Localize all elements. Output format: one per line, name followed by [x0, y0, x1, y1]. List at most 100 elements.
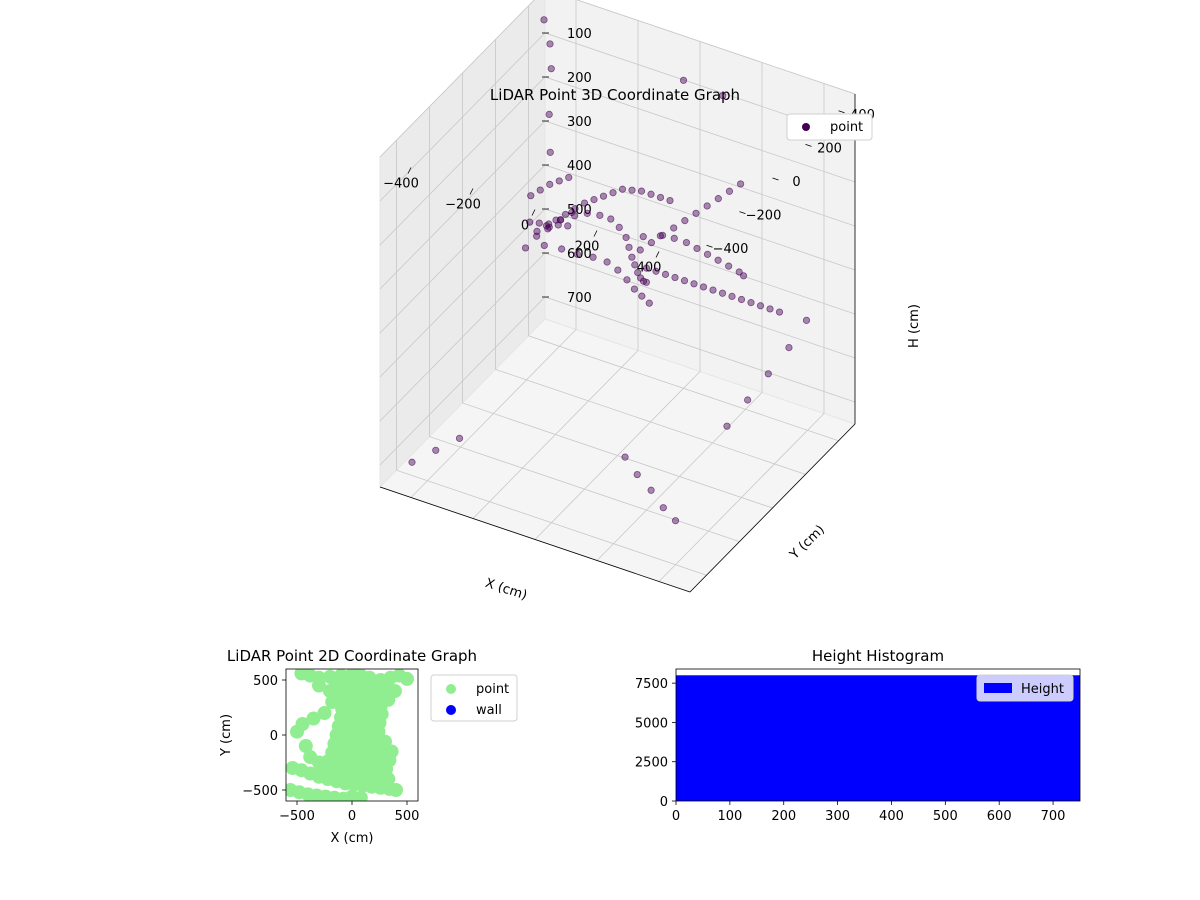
- data-point: [614, 266, 622, 274]
- data-point: [408, 458, 416, 466]
- data-point: [775, 308, 784, 316]
- data-point: [647, 190, 655, 198]
- plot-frame: [675, 668, 1081, 802]
- data-point: [596, 211, 604, 219]
- z-tick-label: 400: [567, 159, 592, 174]
- chart-3d: −400−2000200400−400−20002004000100200300…: [379, 0, 922, 604]
- x-tick-label: 700: [1041, 809, 1066, 824]
- legend: point wall: [430, 674, 518, 722]
- data-point: [622, 233, 630, 242]
- data-point: [766, 305, 774, 313]
- z-tick-label: 600: [567, 247, 592, 262]
- data-point: [659, 504, 667, 512]
- legend-marker-wall: [446, 705, 456, 715]
- data-point: [547, 65, 555, 73]
- z-tick-label: 100: [567, 27, 592, 42]
- data-point: [764, 370, 772, 378]
- data-point: [709, 286, 717, 294]
- x-tick-label: 0: [521, 219, 529, 234]
- legend-label: Height: [1021, 682, 1064, 697]
- legend-box: [786, 113, 873, 141]
- data-point: [681, 217, 689, 225]
- x-axis-label: X (cm): [483, 576, 529, 604]
- grid-x-0: [410, 0, 577, 498]
- x-tick-2: [531, 209, 536, 216]
- data-point: [666, 196, 674, 205]
- z-axis-label: H (cm): [907, 304, 922, 348]
- data-point: [545, 220, 553, 228]
- data-point: [554, 221, 562, 229]
- legend: point: [786, 113, 873, 141]
- data-point: [599, 192, 608, 200]
- data-point: [349, 676, 364, 691]
- y-tick-3: [805, 144, 812, 147]
- data-point: [621, 453, 629, 461]
- y-tick-label: 0: [792, 175, 800, 190]
- y-tick-label: 7500: [635, 677, 668, 692]
- data-point: [555, 177, 563, 185]
- data-point: [546, 180, 554, 188]
- data-point: [682, 238, 691, 247]
- data-point: [642, 264, 651, 272]
- y-tick-label: 0: [270, 729, 278, 744]
- grid-y-3: [495, 39, 806, 475]
- x-tick-0: [407, 167, 412, 174]
- chart-histogram: 0 100 200 300 400 500 600 700 0 2500 5000 7500 Heigh…: [635, 647, 1081, 824]
- grid-z-0: [379, 0, 856, 158]
- x-tick-label: 0: [348, 809, 356, 824]
- data-point: [692, 209, 700, 217]
- series-points: [286, 669, 414, 801]
- y-axis-label: Y (cm): [219, 714, 234, 757]
- data-point: [785, 343, 793, 352]
- legend-box: [976, 674, 1074, 702]
- grid-x-3: [596, 62, 763, 561]
- data-point: [630, 285, 639, 293]
- data-point: [546, 148, 554, 156]
- grid-x-1: [472, 20, 639, 519]
- data-point: [625, 243, 633, 251]
- y-tick-label: 5000: [635, 716, 668, 731]
- y-tick-label: −200: [746, 209, 782, 224]
- z-tick-label: 500: [567, 203, 592, 218]
- data-point: [558, 245, 566, 253]
- data-point: [353, 790, 368, 801]
- data-point: [565, 173, 573, 182]
- data-point: [521, 244, 530, 252]
- data-point: [671, 517, 680, 525]
- legend-label: point: [830, 120, 863, 135]
- x-tick-1: [469, 188, 474, 195]
- data-point: [618, 185, 627, 193]
- data-point: [658, 231, 667, 239]
- legend-marker-point: [446, 684, 456, 694]
- data-point: [639, 233, 647, 241]
- x-axis-label: X (cm): [331, 831, 374, 846]
- x-tick-label: 300: [825, 809, 850, 824]
- z-tick-label: 300: [567, 115, 592, 130]
- data-point: [312, 678, 326, 693]
- data-point: [645, 299, 653, 307]
- data-point: [661, 270, 670, 278]
- data-point: [564, 222, 572, 230]
- data-point: [634, 268, 642, 277]
- y-tick-0: [706, 244, 713, 248]
- chart-title: LiDAR Point 2D Coordinate Graph: [227, 647, 477, 665]
- legend-label: wall: [476, 703, 502, 718]
- data-point: [535, 219, 543, 227]
- data-point: [725, 262, 733, 270]
- data-point: [737, 295, 746, 304]
- data-point: [607, 215, 615, 223]
- data-point: [389, 783, 403, 797]
- legend-marker-height: [984, 683, 1012, 693]
- data-point: [725, 187, 734, 195]
- y-tick-label: 500: [253, 674, 278, 689]
- data-point: [739, 272, 748, 280]
- data-point: [590, 196, 598, 204]
- data-point: [540, 16, 548, 24]
- x-tick-label: 500: [933, 809, 958, 824]
- data-point: [638, 292, 646, 300]
- data-point: [455, 434, 464, 442]
- data-point: [647, 239, 656, 247]
- grid-x-2: [534, 41, 701, 540]
- data-point: [546, 40, 554, 48]
